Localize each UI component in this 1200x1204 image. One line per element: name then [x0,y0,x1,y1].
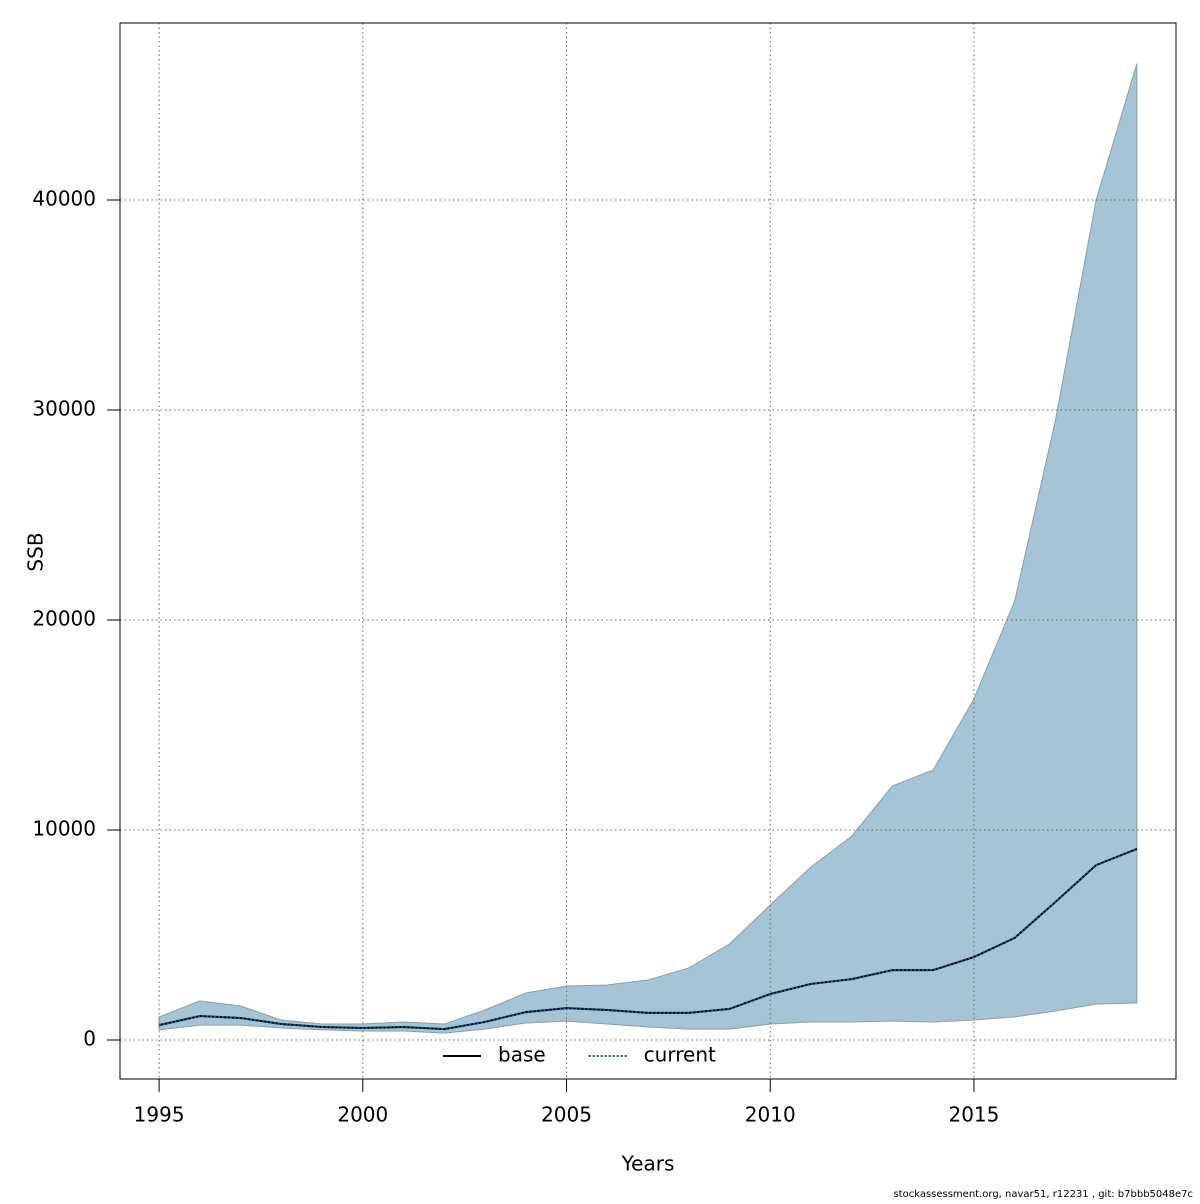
y-tick-label: 40000 [32,187,96,211]
x-tick-label: 2010 [745,1103,796,1127]
y-tick-label: 20000 [32,607,96,631]
series-line [158,847,1138,1031]
y-tick-label: 10000 [32,817,96,841]
legend-label: current [644,1043,716,1067]
x-axis-label: Years [621,1152,675,1176]
x-tick-label: 2005 [541,1103,592,1127]
footer: stockassessment.org, navar51, r12231 , g… [893,1189,1193,1200]
y-tick-label: 30000 [32,397,96,421]
x-tick-label: 2015 [948,1103,999,1127]
x-tick-label: 2000 [337,1103,388,1127]
confidence-band [158,63,1138,1034]
y-axis-label: SSB [24,532,48,571]
legend-label: base [498,1043,546,1067]
x-tick-label: 1995 [134,1103,185,1127]
plot-frame [119,22,1177,1080]
y-tick-label: 0 [83,1027,96,1051]
